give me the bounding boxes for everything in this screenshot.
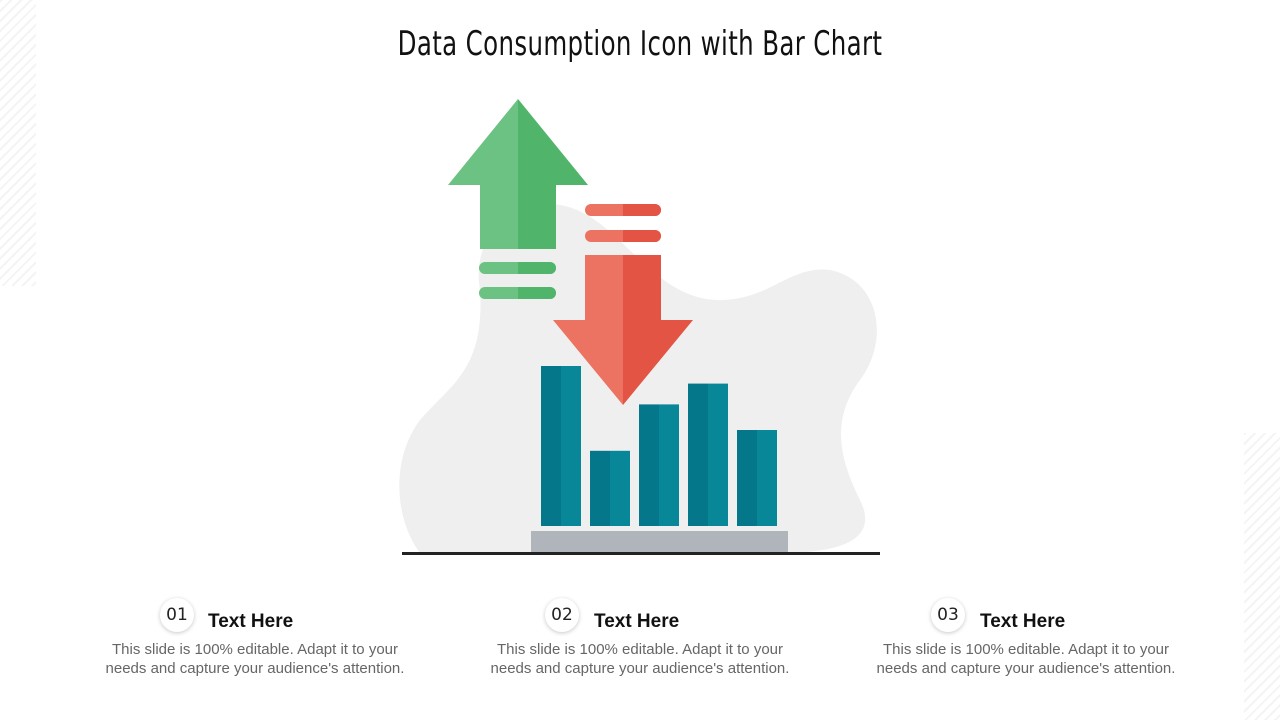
item-title: Text Here [980, 611, 1066, 632]
info-item-1: 01 Text Here This slide is 100% editable… [90, 598, 420, 698]
item-description-line: needs and capture your audience's attent… [876, 660, 1176, 677]
item-number-badge: 03 [931, 598, 965, 632]
chart-bar [639, 404, 679, 526]
chart-bar [590, 450, 630, 526]
item-description: This slide is 100% editable. Adapt it to… [90, 640, 420, 678]
decorative-stripes-left [0, 0, 36, 286]
info-item-3: 03 Text Here This slide is 100% editable… [861, 598, 1191, 698]
chart-bar [737, 430, 777, 526]
download-arrow-icon [553, 204, 693, 405]
item-description-line: needs and capture your audience's attent… [490, 660, 790, 677]
chart-base [531, 531, 788, 552]
upload-arrow-icon [448, 99, 588, 299]
info-item-2: 02 Text Here This slide is 100% editable… [475, 598, 805, 698]
chart-bar [688, 383, 728, 526]
item-description: This slide is 100% editable. Adapt it to… [475, 640, 805, 678]
decorative-stripes-right [1244, 433, 1280, 720]
chart-bar [541, 366, 581, 526]
item-description-line: This slide is 100% editable. Adapt it to… [883, 641, 1169, 658]
item-title: Text Here [208, 611, 294, 632]
item-description-line: This slide is 100% editable. Adapt it to… [112, 641, 398, 658]
item-number-badge: 01 [160, 598, 194, 632]
item-description-line: This slide is 100% editable. Adapt it to… [497, 641, 783, 658]
page-title: Data Consumption Icon with Bar Chart [397, 24, 883, 64]
item-title: Text Here [594, 611, 680, 632]
item-number-badge: 02 [545, 598, 579, 632]
ground-line [402, 552, 880, 555]
item-description: This slide is 100% editable. Adapt it to… [861, 640, 1191, 678]
item-description-line: needs and capture your audience's attent… [105, 660, 405, 677]
bar-chart-icon [541, 366, 777, 526]
